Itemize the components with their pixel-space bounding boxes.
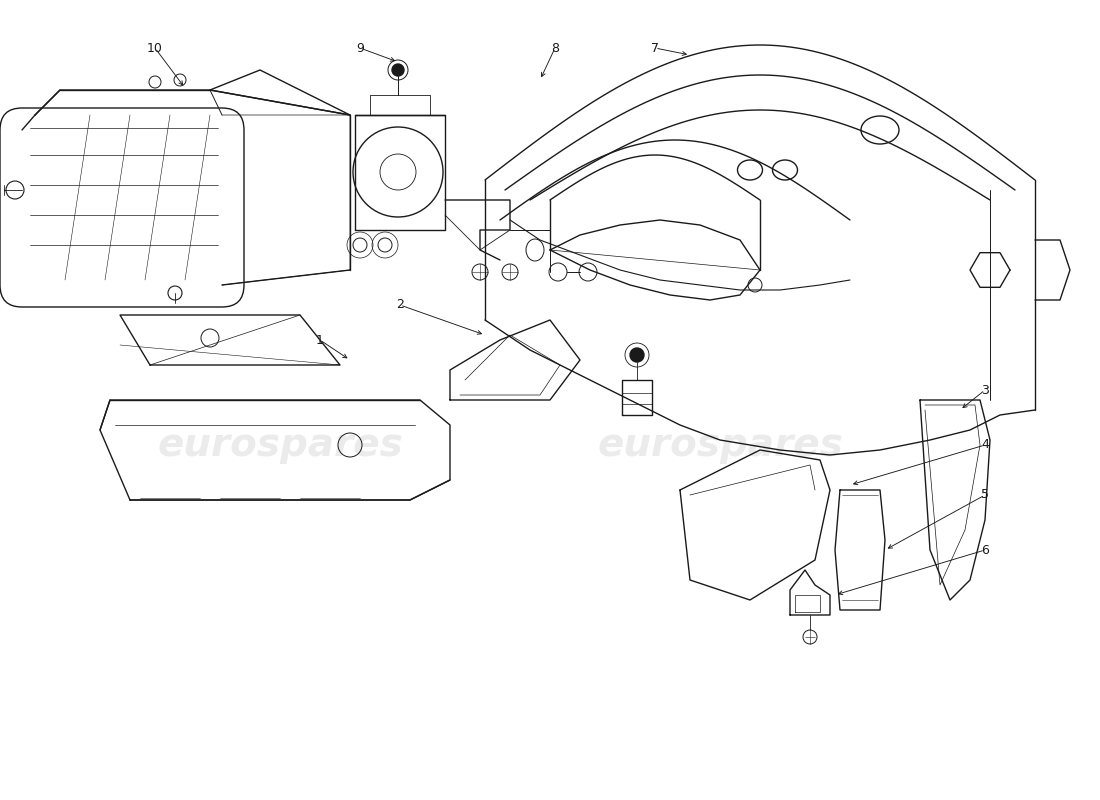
Circle shape bbox=[630, 348, 644, 362]
Text: eurospares: eurospares bbox=[597, 426, 843, 464]
Text: 3: 3 bbox=[981, 383, 989, 397]
Circle shape bbox=[392, 64, 404, 76]
Text: 5: 5 bbox=[981, 489, 989, 502]
Text: 8: 8 bbox=[551, 42, 559, 54]
Text: 6: 6 bbox=[981, 543, 989, 557]
Text: 2: 2 bbox=[396, 298, 404, 311]
Text: 1: 1 bbox=[316, 334, 323, 346]
Text: 10: 10 bbox=[147, 42, 163, 54]
Text: 4: 4 bbox=[981, 438, 989, 451]
Text: 9: 9 bbox=[356, 42, 364, 54]
Text: 7: 7 bbox=[651, 42, 659, 54]
Text: eurospares: eurospares bbox=[157, 426, 403, 464]
